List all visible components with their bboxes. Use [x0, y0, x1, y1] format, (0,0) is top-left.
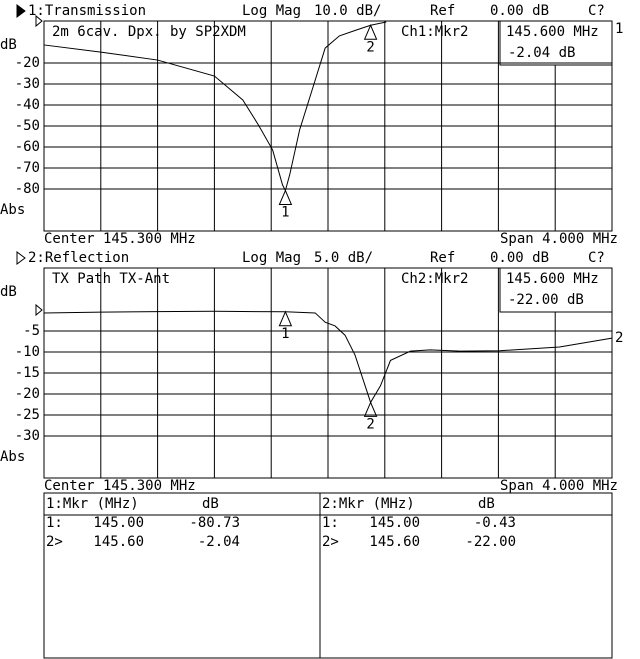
- reference-marker: [35, 303, 43, 317]
- readout-value: -2.04 dB: [508, 45, 575, 61]
- y-tick-label: -20: [15, 55, 40, 71]
- readout-name: Ch1:Mkr2: [401, 24, 468, 40]
- table-header: 2:Mkr (MHz): [322, 496, 415, 512]
- ref-label: Ref: [430, 250, 455, 266]
- marker-label: 1: [281, 205, 289, 221]
- y-mode: Abs: [0, 449, 25, 465]
- table-cell: 145.00: [93, 515, 144, 531]
- table-cell: 145.00: [369, 515, 420, 531]
- y-tick-label: -80: [15, 181, 40, 197]
- y-tick-label: -60: [15, 139, 40, 155]
- trace-end-label: 1: [615, 21, 623, 37]
- table-cell: 2>: [322, 534, 339, 550]
- scale-label: 5.0 dB/: [314, 250, 373, 266]
- readout-name: Ch2:Mkr2: [401, 271, 468, 287]
- reference-marker: [35, 14, 43, 28]
- y-tick-label: -15: [15, 365, 40, 381]
- table-frame: [43, 492, 613, 659]
- readout-box: [499, 20, 613, 66]
- readout-value: -22.00 dB: [508, 292, 584, 308]
- table-cell: 1:: [322, 515, 339, 531]
- scale-label: 10.0 dB/: [314, 3, 381, 19]
- y-tick-label: -5: [23, 323, 40, 339]
- annotation: TX Path TX-Ant: [52, 271, 170, 287]
- table-cell: 2>: [46, 534, 63, 550]
- table-header: dB: [478, 496, 495, 512]
- table-cell: -0.43: [474, 515, 516, 531]
- trace: [43, 21, 387, 192]
- table-cell: 145.60: [93, 534, 144, 550]
- marker-label: 1: [281, 326, 289, 342]
- readout-freq: 145.600 MHz: [506, 24, 599, 40]
- marker: [278, 310, 293, 327]
- center-label: Center 145.300 MHz: [44, 478, 196, 494]
- y-tick-label: -70: [15, 160, 40, 176]
- marker-label: 2: [366, 416, 374, 432]
- table-cell: 145.60: [369, 534, 420, 550]
- status-label: C?: [588, 3, 605, 19]
- trace: [43, 310, 613, 404]
- span-label: Span 4.000 MHz: [500, 478, 618, 494]
- table-cell: -80.73: [189, 515, 240, 531]
- readout-freq: 145.600 MHz: [506, 271, 599, 287]
- ref-value: 0.00 dB: [490, 3, 549, 19]
- readout-box: [499, 267, 613, 313]
- marker-label: 2: [366, 39, 374, 55]
- y-unit: dB: [0, 284, 17, 300]
- y-tick-label: -40: [15, 97, 40, 113]
- active-indicator: [16, 4, 26, 18]
- y-tick-label: -50: [15, 118, 40, 134]
- y-tick-label: -10: [15, 344, 40, 360]
- channel-title: 1:Transmission: [28, 3, 146, 19]
- y-unit: dB: [0, 37, 17, 53]
- center-label: Center 145.300 MHz: [44, 231, 196, 247]
- format-label: Log Mag: [242, 250, 301, 266]
- ref-label: Ref: [430, 3, 455, 19]
- trace-end-label: 2: [615, 330, 623, 346]
- y-tick-label: -25: [15, 407, 40, 423]
- table-header: 1:Mkr (MHz): [46, 496, 139, 512]
- y-tick-label: -30: [15, 428, 40, 444]
- y-tick-label: -20: [15, 386, 40, 402]
- table-cell: 1:: [46, 515, 63, 531]
- channel-title: 2:Reflection: [28, 250, 129, 266]
- table-cell: -2.04: [198, 534, 240, 550]
- marker: [363, 24, 378, 40]
- marker: [278, 189, 293, 206]
- format-label: Log Mag: [242, 3, 301, 19]
- annotation: 2m 6cav. Dpx. by SP2XDM: [52, 24, 246, 40]
- status-label: C?: [588, 250, 605, 266]
- ref-value: 0.00 dB: [490, 250, 549, 266]
- marker: [363, 401, 378, 417]
- y-tick-label: -30: [15, 76, 40, 92]
- table-header: dB: [202, 496, 219, 512]
- span-label: Span 4.000 MHz: [500, 231, 618, 247]
- table-cell: -22.00: [465, 534, 516, 550]
- inactive-indicator: [16, 251, 26, 265]
- y-mode: Abs: [0, 202, 25, 218]
